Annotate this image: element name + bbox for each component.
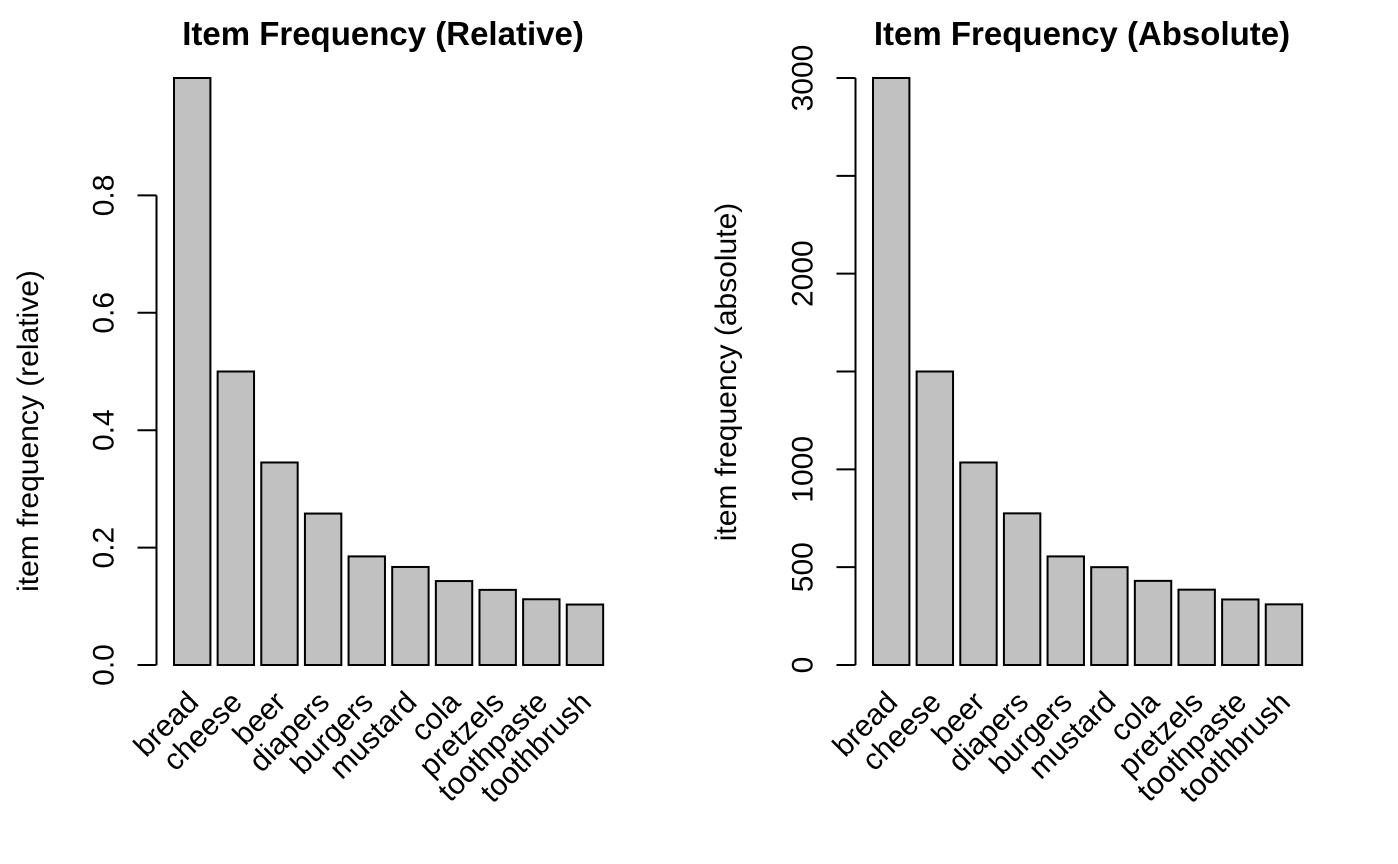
bar-diapers — [1002, 512, 1042, 666]
bar-mustard — [391, 565, 430, 667]
bar-plot-absolute: 0500100020003000breadcheesebeerdiapersbu… — [787, 45, 1304, 809]
chart-title-absolute: Item Frequency (Absolute) — [873, 15, 1291, 52]
bar-beer — [959, 461, 998, 666]
bar-toothbrush — [565, 603, 605, 666]
bar-toothpaste — [1221, 598, 1260, 666]
bar-mustard — [1090, 566, 1129, 667]
y-tick-label: 0 — [787, 657, 820, 674]
chart-title-relative: Item Frequency (Relative) — [182, 15, 584, 52]
bar-burgers — [1046, 555, 1085, 667]
y-tick-label: 0.4 — [88, 409, 121, 451]
bar-beer — [260, 461, 299, 666]
bar-cheese — [915, 370, 955, 666]
bar-pretzels — [478, 588, 517, 667]
y-tick-label: 2000 — [787, 240, 820, 307]
bar-plot-relative: 0.00.20.40.60.8breadcheesebeerdiapersbur… — [88, 77, 605, 809]
bar-cheese — [216, 370, 256, 666]
chart-absolute: Item Frequency (Absolute) item frequency… — [699, 0, 1398, 864]
chart-relative: Item Frequency (Relative) item frequency… — [12, 15, 605, 809]
y-tick-label: 0.8 — [88, 175, 121, 217]
bar-toothbrush — [1264, 603, 1304, 666]
bar-pretzels — [1177, 588, 1216, 666]
bar-cola — [1133, 579, 1173, 667]
bar-bread — [173, 77, 212, 666]
bar-diapers — [303, 512, 343, 667]
y-tick-label: 0.2 — [88, 527, 121, 569]
bar-bread — [872, 77, 911, 666]
y-tick-label: 3000 — [787, 45, 820, 112]
y-tick-label: 1000 — [787, 436, 820, 503]
y-tick-label: 0.0 — [88, 644, 121, 686]
bar-toothpaste — [522, 598, 561, 666]
y-tick-label: 500 — [787, 542, 820, 592]
bar-cola — [434, 580, 474, 667]
bar-burgers — [347, 555, 386, 667]
y-tick-label: 0.6 — [88, 292, 121, 334]
